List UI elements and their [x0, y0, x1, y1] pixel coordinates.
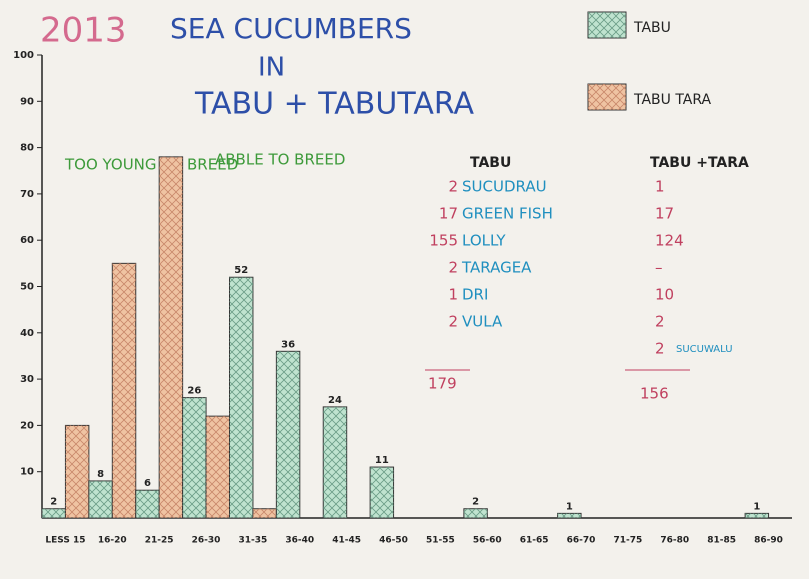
table-tara: –	[655, 259, 663, 277]
y-tick-label: 100	[13, 50, 34, 61]
table-tara: 124	[655, 232, 684, 250]
bar-hatch	[136, 490, 159, 518]
x-tick-label: 71-75	[614, 536, 643, 546]
table-tara: 2	[655, 340, 665, 358]
title-main: SEA CUCUMBERS	[170, 12, 412, 45]
y-tick-label: 20	[20, 420, 34, 431]
value-label: 36	[281, 339, 295, 350]
x-tick-label: 56-60	[473, 536, 502, 546]
table-name: VULA	[462, 313, 503, 331]
x-tick-label: 31-35	[239, 536, 268, 546]
value-label: 11	[375, 455, 389, 466]
bar-hatch	[206, 416, 229, 518]
title-in: IN	[258, 53, 285, 83]
bar-hatch	[42, 509, 65, 518]
bar-hatch	[276, 351, 299, 518]
x-tick-label: 21-25	[145, 536, 174, 546]
bar-hatch	[370, 467, 393, 518]
bar-hatch	[183, 398, 206, 518]
bar-hatch	[112, 263, 135, 518]
table-count: 2	[448, 259, 458, 277]
title-year: 2013	[40, 11, 127, 51]
bar-hatch	[253, 509, 276, 518]
table-tara: 10	[655, 286, 674, 304]
value-label: 52	[234, 265, 248, 276]
value-label: 8	[97, 469, 104, 480]
value-label: 6	[144, 478, 151, 489]
legend-hatch	[588, 84, 626, 110]
annotation: ABBLE TO BREED	[215, 151, 345, 169]
table-name: GREEN FISH	[462, 205, 553, 223]
value-label: 24	[328, 395, 342, 406]
table-count: 155	[429, 232, 458, 250]
x-tick-label: 26-30	[192, 536, 221, 546]
annotation: TOO YOUNG TO BREED	[64, 156, 238, 174]
chart: 2013 SEA CUCUMBERS IN TABU + TABUTARA TO…	[0, 0, 809, 579]
x-tick-label: 36-40	[285, 536, 314, 546]
table-name: TARAGEA	[461, 259, 532, 277]
y-tick-label: 40	[20, 328, 34, 339]
y-tick-label: 90	[20, 96, 34, 107]
value-label: 1	[753, 501, 760, 512]
x-tick-label: 61-65	[520, 536, 549, 546]
table-tara: 17	[655, 205, 674, 223]
x-tick-label: LESS 15	[45, 536, 85, 546]
bar-hatch	[558, 513, 581, 518]
bar-hatch	[230, 277, 253, 518]
y-tick-label: 60	[20, 235, 34, 246]
bar-hatch	[323, 407, 346, 518]
x-tick-label: 66-70	[567, 536, 596, 546]
table-total: 156	[640, 385, 669, 403]
x-tick-label: 81-85	[707, 536, 736, 546]
legend-label: TABU TARA	[633, 92, 712, 108]
y-tick-label: 10	[20, 467, 34, 478]
table-count: 2	[448, 313, 458, 331]
legend-label: TABU	[633, 20, 671, 36]
y-tick-label: 70	[20, 189, 34, 200]
table-count: 17	[439, 205, 458, 223]
bar-hatch	[89, 481, 112, 518]
table-tara: 1	[655, 178, 665, 196]
bar-hatch	[65, 425, 88, 518]
table-tara: 2	[655, 313, 665, 331]
table-header: TABU	[470, 155, 511, 171]
table-count: 2	[448, 178, 458, 196]
value-label: 2	[50, 497, 57, 508]
table-count: 1	[448, 286, 458, 304]
title-places: TABU + TABUTARA	[194, 87, 474, 122]
bar-hatch	[745, 513, 768, 518]
table-name: SUCUWALU	[676, 344, 733, 355]
y-tick-label: 30	[20, 374, 34, 385]
bar-hatch	[464, 509, 487, 518]
value-label: 2	[472, 497, 479, 508]
x-tick-label: 41-45	[332, 536, 361, 546]
table-name: DRI	[462, 286, 488, 304]
table-total: 179	[428, 375, 457, 393]
x-tick-label: 46-50	[379, 536, 408, 546]
table-header: TABU +TARA	[650, 155, 749, 171]
table-name: LOLLY	[462, 232, 506, 250]
legend-hatch	[588, 12, 626, 38]
bar-hatch	[159, 157, 182, 518]
y-tick-label: 50	[20, 282, 34, 293]
x-tick-label: 51-55	[426, 536, 455, 546]
x-tick-label: 86-90	[754, 536, 783, 546]
value-label: 26	[187, 386, 201, 397]
y-tick-label: 80	[20, 143, 34, 154]
table-name: SUCUDRAU	[462, 178, 547, 196]
x-tick-label: 16-20	[98, 536, 127, 546]
x-tick-label: 76-80	[660, 536, 689, 546]
value-label: 1	[566, 501, 573, 512]
